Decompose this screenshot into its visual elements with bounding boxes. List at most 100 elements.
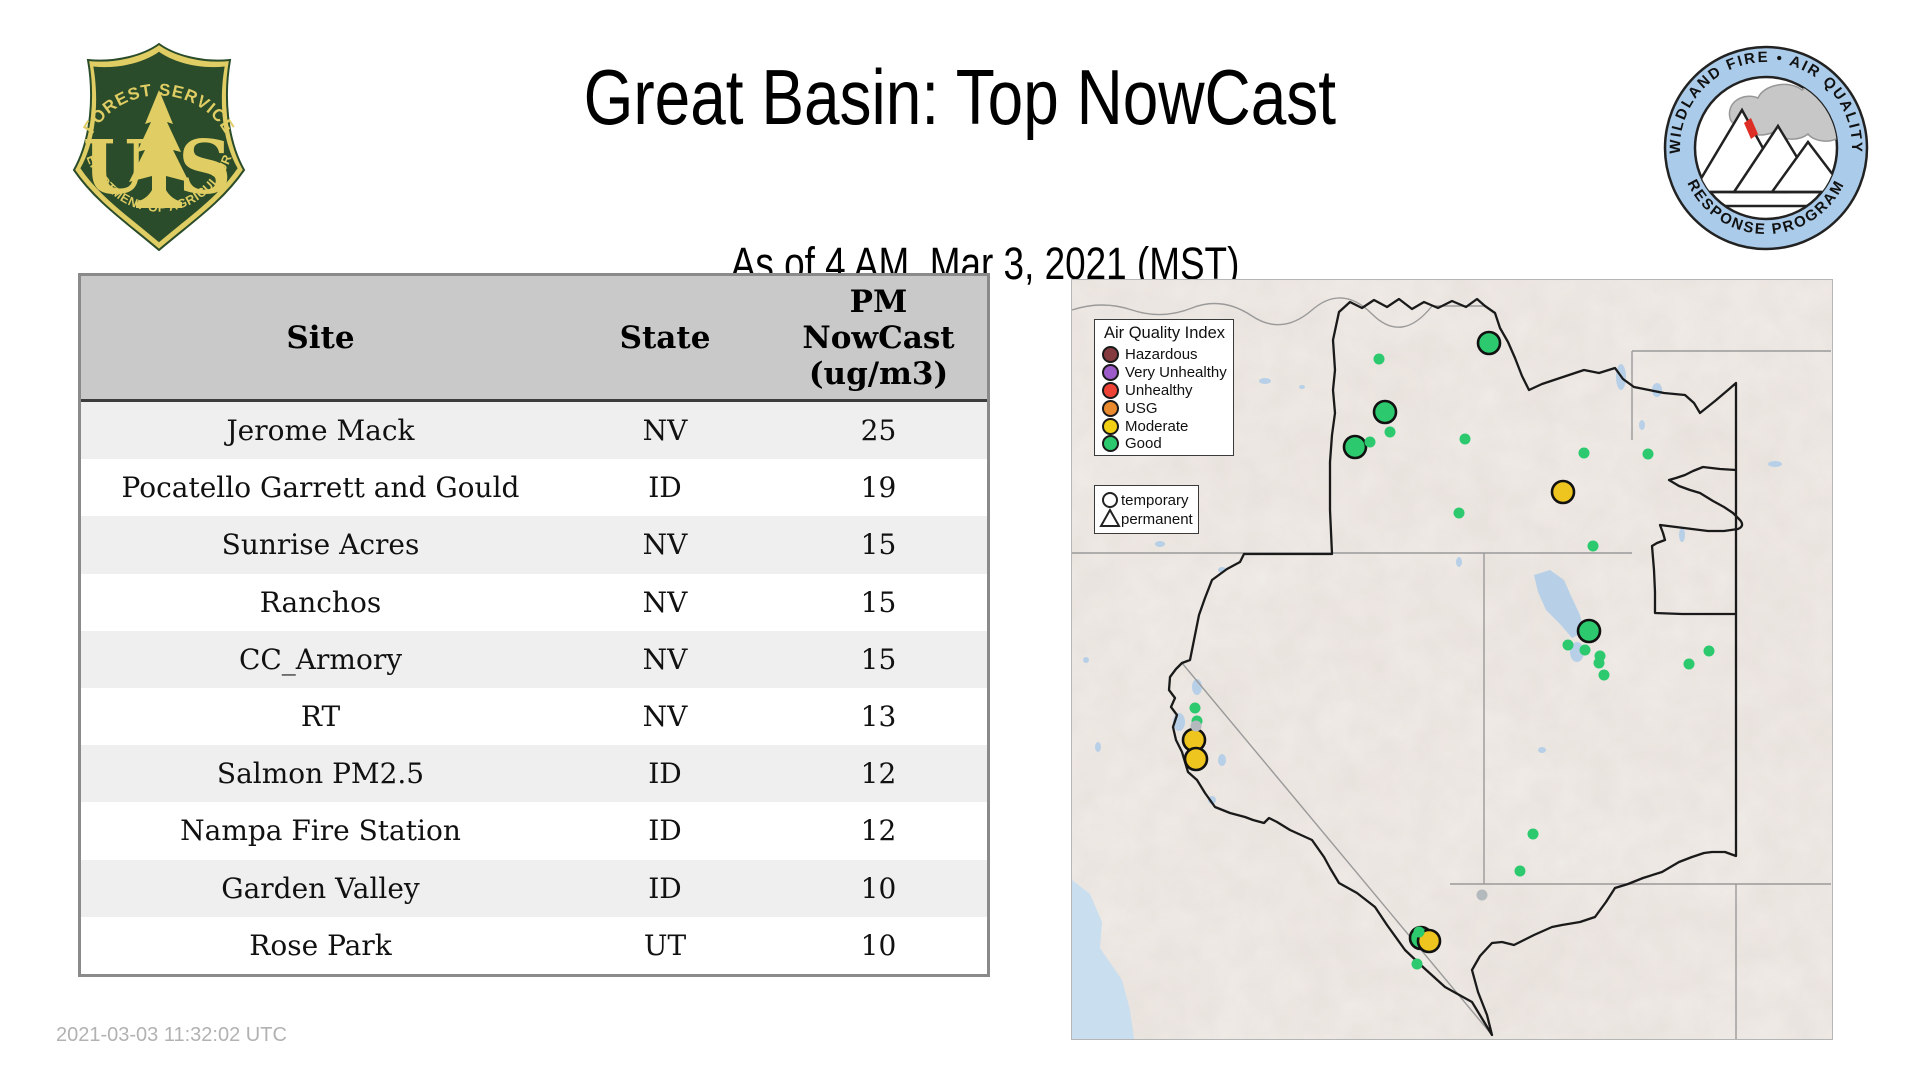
- aqi-swatch-good: [1102, 435, 1119, 453]
- pm-cell: 12: [860, 757, 897, 791]
- monitor-marker-dot: [1703, 645, 1715, 657]
- monitor-marker-dot: [1459, 433, 1471, 445]
- monitor-marker-temporary: [1372, 399, 1398, 425]
- pm-cell: 10: [860, 871, 897, 905]
- monitor-marker-dot: [1579, 644, 1591, 656]
- monitor-marker-temporary: [1416, 928, 1442, 954]
- monitor-marker-dot: [1373, 353, 1385, 365]
- monitor-type-legend: temporary permanent: [1094, 485, 1199, 534]
- state-cell: NV: [642, 528, 688, 562]
- column-header-state: State: [619, 319, 711, 356]
- aqi-legend-item: Hazardous: [1102, 346, 1227, 364]
- aqi-legend-item: USG: [1102, 399, 1227, 417]
- state-cell: ID: [648, 757, 682, 791]
- monitor-marker-dot: [1384, 426, 1396, 438]
- state-cell: NV: [642, 414, 688, 448]
- table-header-row: Site State PM NowCast (ug/m3): [81, 276, 987, 402]
- monitor-marker-dot: [1453, 507, 1465, 519]
- table-row: RT NV 13: [81, 687, 987, 746]
- usfs-logo: FOREST SERVICE U S DEPARTMENT OF AGRICUL…: [66, 40, 246, 252]
- table-row: Sunrise Acres NV 15: [81, 516, 987, 574]
- aqi-swatch-unhealthy: [1102, 381, 1119, 399]
- wfaqrp-logo: WILDLAND FIRE • AIR QUALITY RESPONSE PRO…: [1663, 45, 1869, 251]
- pm-cell: 10: [860, 928, 897, 962]
- state-cell: ID: [648, 814, 682, 848]
- state-cell: NV: [642, 642, 688, 676]
- monitor-marker-temporary: [1183, 746, 1209, 772]
- page-title: Great Basin: Top NowCast: [310, 52, 1610, 143]
- usfs-pine-tree-icon: [129, 90, 189, 208]
- aqi-legend-item: Good: [1102, 435, 1227, 453]
- aqi-swatch-usg: [1102, 399, 1119, 417]
- site-cell: Sunrise Acres: [221, 528, 420, 562]
- pm-cell: 15: [860, 585, 897, 619]
- state-boundaries: [1072, 297, 1831, 1039]
- aqi-swatch-very-unhealthy: [1102, 364, 1119, 382]
- usfs-letter-s: S: [178, 125, 231, 211]
- temporary-circle-icon: [1102, 491, 1118, 508]
- great-basin-map: Air Quality Index Hazardous Very Unhealt…: [1071, 279, 1833, 1040]
- nowcast-table: Site State PM NowCast (ug/m3) Jerome Mac…: [78, 273, 990, 977]
- monitor-marker-dot: [1411, 958, 1423, 970]
- monitor-marker-dot: [1562, 639, 1574, 651]
- column-header-site: Site: [286, 319, 355, 356]
- great-basin-boundary: [1167, 297, 1744, 1037]
- permanent-triangle-icon: [1099, 507, 1121, 527]
- monitor-marker-dot: [1413, 926, 1425, 938]
- pm-cell: 12: [860, 814, 897, 848]
- aqi-legend-item: Very Unhealthy: [1102, 364, 1227, 382]
- table-row: Ranchos NV 15: [81, 573, 987, 631]
- monitor-marker-temporary: [1576, 618, 1602, 644]
- pm-cell: 25: [860, 414, 897, 448]
- state-cell: UT: [643, 928, 687, 962]
- table-row: Rose Park UT 10: [81, 916, 987, 974]
- page-title-text: Great Basin: Top NowCast: [583, 53, 1337, 141]
- site-cell: Pocatello Garrett and Gould: [121, 471, 520, 505]
- site-cell: RT: [300, 700, 341, 734]
- monitor-type-glyphs: [1099, 491, 1121, 527]
- aqi-legend: Air Quality Index Hazardous Very Unhealt…: [1094, 319, 1234, 456]
- basemap: [1072, 280, 1832, 1039]
- site-cell: Garden Valley: [221, 871, 420, 905]
- state-cell: ID: [648, 871, 682, 905]
- aqi-legend-item: Moderate: [1102, 417, 1227, 435]
- monitor-markers: [1181, 330, 1715, 970]
- site-cell: Rose Park: [249, 928, 392, 962]
- site-cell: CC_Armory: [238, 642, 403, 676]
- table-row: Salmon PM2.5 ID 12: [81, 745, 987, 803]
- site-cell: Jerome Mack: [226, 414, 415, 448]
- site-cell: Nampa Fire Station: [180, 814, 461, 848]
- aqi-swatch-moderate: [1102, 417, 1119, 435]
- aqi-swatch-hazardous: [1102, 346, 1119, 364]
- table-row: Garden Valley ID 10: [81, 859, 987, 917]
- table-row: Jerome Mack NV 25: [81, 402, 987, 460]
- state-cell: NV: [642, 700, 688, 734]
- pm-cell: 19: [860, 471, 897, 505]
- site-cell: Ranchos: [259, 585, 382, 619]
- aqi-legend-title: Air Quality Index: [1103, 324, 1226, 342]
- aqi-legend-item: Unhealthy: [1102, 381, 1227, 400]
- monitor-marker-dot: [1587, 540, 1599, 552]
- temporary-label: temporary: [1121, 491, 1189, 509]
- monitor-marker-temporary: [1476, 330, 1502, 356]
- table-row: Pocatello Garrett and Gould ID 19: [81, 459, 987, 517]
- monitor-marker-dot: [1593, 657, 1605, 669]
- permanent-label: permanent: [1121, 510, 1193, 528]
- monitor-marker-dot: [1598, 669, 1610, 681]
- state-cell: NV: [642, 585, 688, 619]
- monitor-marker-dot: [1527, 828, 1539, 840]
- table-row: Nampa Fire Station ID 12: [81, 802, 987, 860]
- monitor-marker-temporary: [1550, 479, 1576, 505]
- pm-cell: 13: [860, 700, 897, 734]
- state-cell: ID: [648, 471, 682, 505]
- generation-timestamp: 2021-03-03 11:32:02 UTC: [56, 1024, 287, 1046]
- table-row: CC_Armory NV 15: [81, 630, 987, 688]
- pacific-ocean: [1072, 880, 1134, 1039]
- site-cell: Salmon PM2.5: [216, 757, 425, 791]
- monitor-marker-dot: [1514, 865, 1526, 877]
- monitor-marker-dot: [1642, 448, 1654, 460]
- table-body: Jerome Mack NV 25 Pocatello Garrett and …: [81, 402, 987, 974]
- pm-cell: 15: [860, 528, 897, 562]
- monitor-marker-dot: [1189, 702, 1201, 714]
